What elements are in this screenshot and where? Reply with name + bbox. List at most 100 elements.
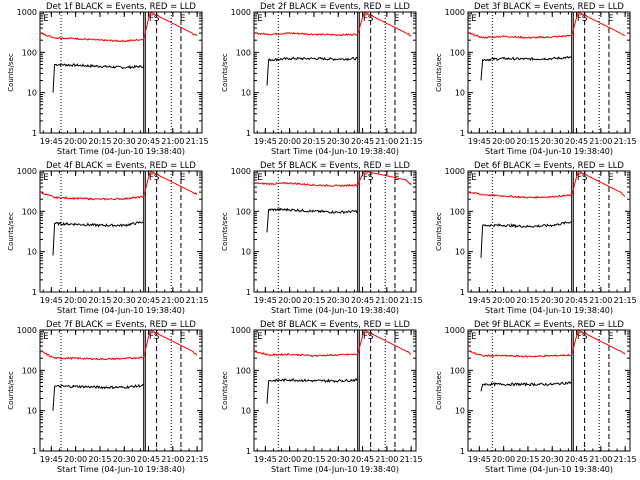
marker-letter: F (577, 332, 582, 342)
marker-letter: E (43, 14, 49, 24)
marker-letter: E (608, 332, 614, 342)
x-tick-label: 20:45 (351, 455, 374, 464)
x-axis-label: Start Time (04-Jun-10 19:38:40) (57, 465, 185, 474)
x-tick-label: 19:45 (40, 296, 63, 305)
x-tick-label: 21:15 (400, 296, 423, 305)
y-tick-label: 1000 (445, 326, 465, 335)
marker-letter: S (582, 14, 588, 24)
x-tick-label: 20:30 (327, 296, 350, 305)
lld-series-line (253, 12, 412, 37)
y-tick-label: 10 (455, 407, 465, 416)
x-tick-label: 20:00 (278, 455, 301, 464)
marker-letter: F (577, 14, 582, 24)
plot-frame (253, 329, 417, 452)
panel-title: Det 4f BLACK = Events, RED = LLD (46, 161, 196, 171)
x-tick-label: 21:15 (614, 455, 637, 464)
y-tick-label: 10 (27, 89, 37, 98)
x-tick-label: 20:30 (327, 137, 350, 146)
x-tick-label: 21:15 (400, 137, 423, 146)
x-tick-label: 20:00 (492, 455, 515, 464)
x-tick-label: 19:45 (254, 455, 277, 464)
panel-title: Det 9f BLACK = Events, RED = LLD (474, 320, 624, 330)
marker-letter: E (471, 14, 477, 24)
x-tick-label: 20:30 (113, 296, 136, 305)
x-tick-label: 21:00 (589, 296, 612, 305)
y-axis-label: Counts/sec (435, 212, 443, 251)
events-series-line (480, 220, 572, 258)
x-tick-label: 20:30 (541, 296, 564, 305)
y-tick-label: 10 (27, 407, 37, 416)
marker-letter: F (149, 173, 154, 183)
x-tick-label: 20:45 (565, 137, 588, 146)
marker-letter: S (154, 14, 160, 24)
x-tick-label: 19:45 (468, 137, 491, 146)
marker-letter: S (582, 173, 588, 183)
x-tick-label: 21:00 (375, 455, 398, 464)
x-tick-label: 21:15 (614, 137, 637, 146)
y-tick-label: 1 (460, 129, 465, 138)
x-tick-label: 21:00 (161, 296, 184, 305)
y-tick-label: 1000 (231, 326, 251, 335)
y-tick-label: 1 (246, 447, 251, 456)
marker-letter: S (368, 14, 374, 24)
y-tick-label: 1000 (445, 8, 465, 17)
panel-title: Det 8f BLACK = Events, RED = LLD (260, 320, 410, 330)
panel-title: Det 1f BLACK = Events, RED = LLD (46, 2, 196, 12)
x-tick-label: 21:00 (375, 296, 398, 305)
marker-letter: S (368, 332, 374, 342)
y-tick-label: 10 (455, 248, 465, 257)
y-axis-label: Counts/sec (435, 371, 443, 410)
x-tick-label: 19:45 (40, 455, 63, 464)
x-tick-label: 19:45 (468, 455, 491, 464)
y-axis-label: Counts/sec (435, 53, 443, 92)
y-tick-label: 1 (246, 288, 251, 297)
y-axis-label: Counts/sec (221, 53, 229, 92)
y-tick-label: 10 (241, 89, 251, 98)
x-tick-label: 21:15 (400, 455, 423, 464)
marker-letter: E (471, 332, 477, 342)
panel-title: Det 5f BLACK = Events, RED = LLD (260, 161, 410, 171)
y-tick-label: 1000 (231, 167, 251, 176)
x-tick-label: 21:00 (161, 137, 184, 146)
x-tick-label: 21:15 (186, 455, 209, 464)
panel-title: Det 2f BLACK = Events, RED = LLD (260, 2, 410, 12)
marker-letter: E (43, 332, 49, 342)
detector-panel: Det 3f BLACK = Events, RED = LLD 1 10 100 10… (435, 2, 637, 156)
marker-letter: F (577, 173, 582, 183)
marker-letter: S (582, 332, 588, 342)
x-tick-label: 20:15 (88, 455, 111, 464)
x-tick-label: 20:30 (541, 455, 564, 464)
events-series-line (480, 56, 572, 81)
plot-frame (39, 11, 203, 134)
marker-letter: E (608, 173, 614, 183)
marker-letter: E (394, 14, 400, 24)
lld-series-line (468, 171, 626, 199)
detector-panel: Det 7f BLACK = Events, RED = LLD 1 10 100 10… (7, 320, 209, 474)
y-tick-label: 1 (460, 288, 465, 297)
plot-frame (39, 170, 203, 293)
x-axis-label: Start Time (04-Jun-10 19:38:40) (485, 306, 613, 315)
x-tick-label: 19:45 (468, 296, 491, 305)
x-axis-label: Start Time (04-Jun-10 19:38:40) (57, 306, 185, 315)
x-axis-label: Start Time (04-Jun-10 19:38:40) (485, 465, 613, 474)
marker-letter: F (149, 14, 154, 24)
events-series-line (52, 62, 145, 93)
x-tick-label: 20:15 (516, 296, 539, 305)
y-tick-label: 100 (236, 48, 251, 57)
marker-letter: F (363, 14, 368, 24)
x-tick-label: 20:00 (64, 137, 87, 146)
detector-panel: Det 6f BLACK = Events, RED = LLD 1 10 100 10… (435, 161, 637, 315)
lld-series-line (467, 330, 626, 358)
marker-letter: F (149, 332, 154, 342)
y-tick-label: 100 (22, 207, 37, 216)
x-tick-label: 20:00 (64, 296, 87, 305)
marker-letter: E (43, 173, 49, 183)
marker-letter: E (180, 14, 186, 24)
y-tick-label: 10 (241, 407, 251, 416)
y-tick-label: 100 (450, 207, 465, 216)
x-tick-label: 20:45 (137, 455, 160, 464)
plot-frame (467, 329, 631, 452)
y-axis-label: Counts/sec (7, 53, 15, 92)
x-tick-label: 20:45 (351, 296, 374, 305)
